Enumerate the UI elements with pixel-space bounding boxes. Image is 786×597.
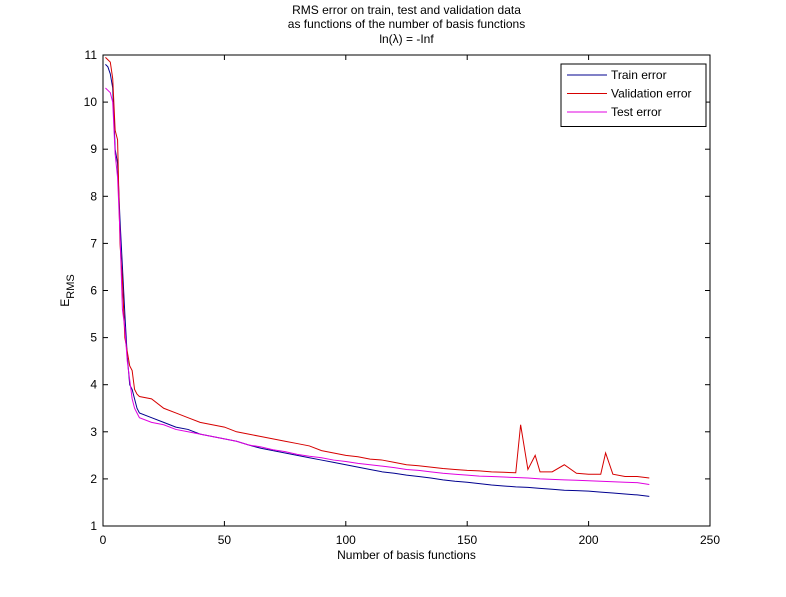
- series-line-validation-error: [105, 57, 650, 479]
- y-tick-label: 3: [90, 425, 97, 439]
- title-line-2: as functions of the number of basis func…: [288, 17, 525, 31]
- y-tick-label: 7: [90, 236, 97, 250]
- y-tick-label: 6: [90, 284, 97, 298]
- title-line-3: ln(λ) = -Inf: [379, 32, 434, 46]
- x-axis-label: Number of basis functions: [337, 548, 476, 562]
- legend-label: Test error: [611, 105, 662, 119]
- y-axis-label: ERMS: [58, 274, 77, 306]
- y-tick-label: 2: [90, 472, 97, 486]
- y-tick-label: 4: [90, 378, 97, 392]
- x-tick-label: 250: [700, 533, 720, 547]
- x-tick-label: 50: [218, 533, 232, 547]
- y-axis-label-main: E: [58, 299, 72, 307]
- x-tick-label: 100: [336, 533, 356, 547]
- plot-area: [102, 54, 711, 527]
- x-tick-label: 150: [457, 533, 477, 547]
- legend-label: Train error: [611, 68, 667, 82]
- legend-box: [560, 63, 707, 127]
- x-tick-label: 0: [100, 533, 107, 547]
- legend-label: Validation error: [611, 87, 691, 101]
- y-tick-label: 5: [90, 331, 97, 345]
- chart-title: RMS error on train, test and validation …: [288, 3, 525, 46]
- y-tick-label: 11: [85, 48, 98, 62]
- y-tick-label: 8: [90, 189, 97, 203]
- y-tick-label: 10: [84, 95, 98, 109]
- legend: Train error Validation error Test error: [560, 63, 707, 127]
- series-line-test-error: [105, 87, 650, 486]
- series-lines: [105, 57, 650, 497]
- y-axis-label-subscript: RMS: [65, 274, 77, 298]
- x-tick-label: 200: [579, 533, 599, 547]
- y-tick-label: 9: [90, 142, 97, 156]
- y-tick-label: 1: [90, 519, 97, 533]
- svg-text:ERMS: ERMS: [58, 274, 77, 306]
- title-line-1: RMS error on train, test and validation …: [292, 3, 521, 17]
- axis-ticks: 0 50 100 150 200 250 1 2 3 4 5 6 7 8 9 10 11: [84, 48, 721, 547]
